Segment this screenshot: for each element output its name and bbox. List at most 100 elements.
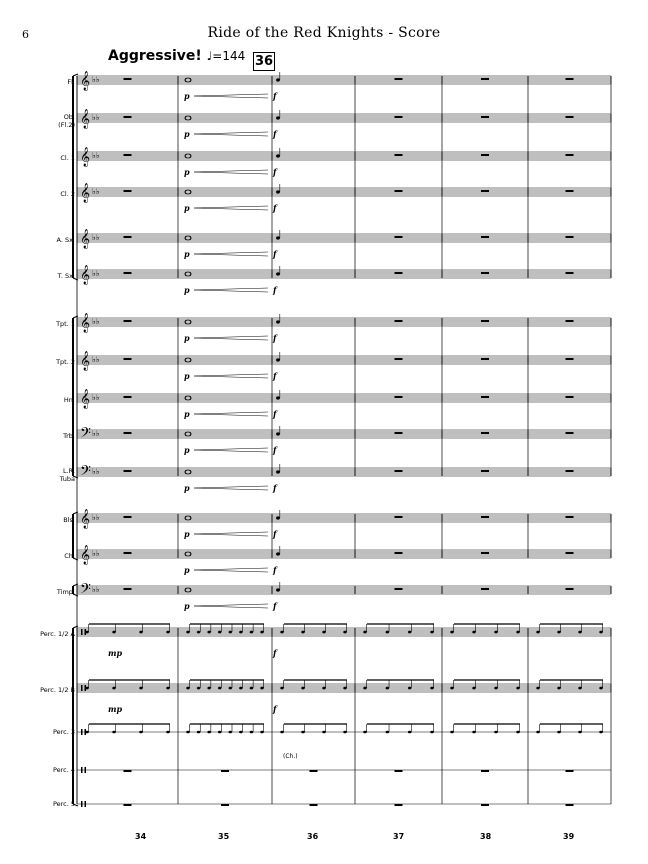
notehead-icon <box>217 730 222 734</box>
notehead-icon <box>557 630 561 634</box>
notehead-icon <box>494 630 498 634</box>
whole-rest-icon <box>394 190 403 192</box>
staff: 𝄞 ♭♭ <box>76 313 612 333</box>
staff <box>77 723 611 735</box>
notehead-icon <box>207 630 211 634</box>
instrument-label: T. Sx. <box>57 272 75 280</box>
notehead-icon <box>239 686 243 690</box>
whole-note-icon <box>184 153 192 159</box>
whole-rest-icon <box>123 190 132 192</box>
dynamic-loud: f <box>272 483 278 493</box>
whole-rest-icon <box>481 236 489 238</box>
whole-note-icon <box>184 189 192 195</box>
dynamic-perc: mp <box>108 648 122 658</box>
dynamic-soft: p <box>184 529 190 539</box>
staff: 𝄞 ♭♭ <box>76 229 612 249</box>
whole-note-icon <box>184 319 192 325</box>
notehead-icon <box>249 686 254 690</box>
whole-rest-icon <box>394 588 403 590</box>
crescendo-hairpin <box>193 207 269 211</box>
whole-rest-icon <box>221 770 229 772</box>
dynamic-loud: f <box>272 167 278 177</box>
instrument-label: Perc. 1/2 A <box>40 630 75 638</box>
notehead-icon <box>516 730 520 734</box>
whole-note-icon <box>184 357 192 363</box>
crescendo-hairpin <box>193 337 269 341</box>
notehead-icon <box>276 396 280 400</box>
notehead-icon <box>363 686 367 690</box>
whole-rest-icon <box>123 552 132 554</box>
group-bracket <box>72 73 79 77</box>
crescendo-hairpin <box>193 411 269 415</box>
whole-rest-icon <box>394 396 403 398</box>
whole-rest-icon <box>123 770 132 772</box>
whole-rest-icon <box>309 804 318 806</box>
whole-note-icon <box>184 551 192 557</box>
staff <box>77 767 611 773</box>
crescendo-hairpin <box>193 251 269 255</box>
notehead-icon <box>196 686 201 690</box>
whole-rest-icon <box>481 78 489 80</box>
key-signature-icon: ♭♭ <box>92 187 100 196</box>
measure-number: 38 <box>480 832 492 841</box>
whole-rest-icon <box>123 470 132 472</box>
notehead-icon <box>385 730 390 734</box>
crescendo-hairpin <box>193 533 269 537</box>
crescendo-hairpin <box>193 449 269 453</box>
instrument-label: Hn. <box>63 396 75 404</box>
clef-icon: 𝄞 <box>80 109 90 129</box>
notehead-icon <box>578 730 582 734</box>
measure-number: 34 <box>135 832 147 841</box>
whole-rest-icon <box>394 116 403 118</box>
key-signature-icon: ♭♭ <box>92 269 100 278</box>
whole-rest-icon <box>394 272 403 274</box>
whole-rest-icon <box>123 78 132 80</box>
notehead-icon <box>280 730 284 734</box>
crescendo-hairpin <box>193 413 269 417</box>
clef-icon: 𝄞 <box>80 147 90 167</box>
notehead-icon <box>343 686 347 690</box>
notehead-icon <box>139 686 143 690</box>
whole-rest-icon <box>481 320 489 322</box>
staff: 𝄢 ♭♭ <box>76 581 612 601</box>
whole-rest-icon <box>481 432 489 434</box>
dynamic-loud: f <box>272 203 278 213</box>
crescendo-hairpin <box>193 93 269 97</box>
notehead-icon <box>599 730 603 734</box>
staff: 𝄞 ♭♭ <box>76 265 612 285</box>
whole-rest-icon <box>481 516 489 518</box>
notehead-icon <box>260 686 264 690</box>
key-signature-icon: ♭♭ <box>92 467 100 476</box>
notehead-icon <box>249 630 254 634</box>
whole-rest-icon <box>481 272 489 274</box>
clef-icon: 𝄞 <box>80 545 90 565</box>
whole-note-icon <box>184 395 192 401</box>
instrument-label: Ch. <box>64 552 75 560</box>
tempo-text: Aggressive! <box>108 48 202 64</box>
whole-rest-icon <box>123 432 132 434</box>
notehead-icon <box>407 630 412 634</box>
whole-rest-icon <box>123 804 132 806</box>
whole-rest-icon <box>221 804 229 806</box>
whole-rest-icon <box>565 396 574 398</box>
dynamic-soft: p <box>184 91 190 101</box>
key-signature-icon: ♭♭ <box>92 75 100 84</box>
notehead-icon <box>276 78 280 82</box>
instrument-label: Ob. (Fl.2) <box>58 113 75 129</box>
clef-icon: 𝄞 <box>80 71 90 91</box>
measure-number: 35 <box>218 832 230 841</box>
notehead-icon <box>450 686 454 690</box>
notehead-icon <box>249 730 254 734</box>
whole-note-icon <box>184 431 192 437</box>
notehead-icon <box>343 730 347 734</box>
whole-rest-icon <box>394 552 403 554</box>
whole-note-icon <box>184 115 192 121</box>
dynamic-loud: f <box>272 91 278 101</box>
clef-icon: 𝄢 <box>80 581 91 601</box>
staff: 𝄞 ♭♭ <box>76 509 612 529</box>
notehead-icon <box>516 686 520 690</box>
notehead-icon <box>276 432 280 436</box>
notehead-icon <box>112 686 116 690</box>
dynamic-perc: mp <box>108 704 122 714</box>
